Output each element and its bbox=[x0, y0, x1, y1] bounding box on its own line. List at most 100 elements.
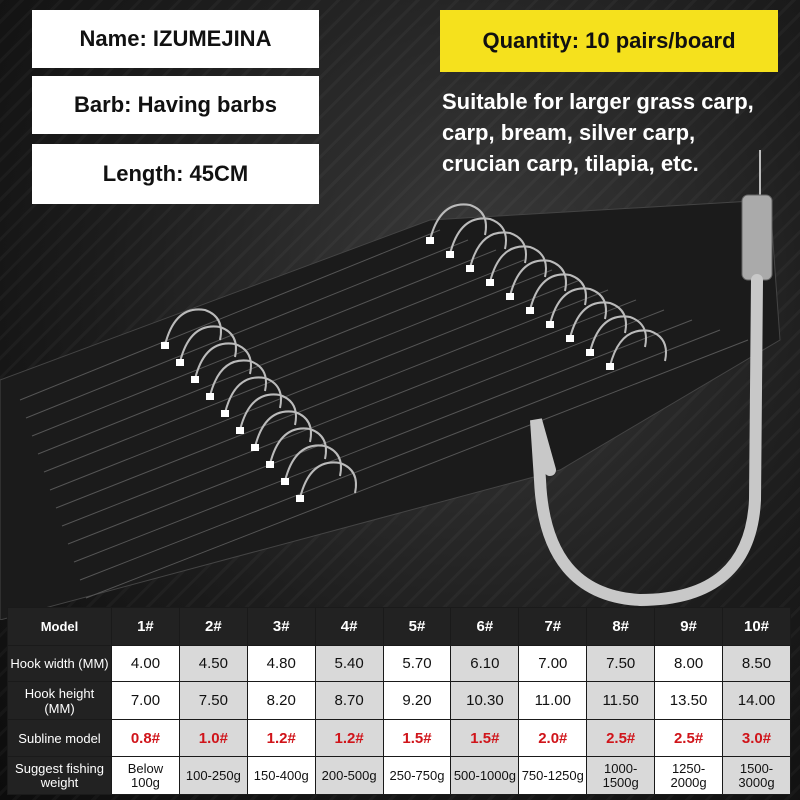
length-tag: Length: 45CM bbox=[32, 144, 319, 204]
hook-icon bbox=[489, 245, 547, 283]
hook-icon bbox=[569, 301, 627, 339]
hook-knot bbox=[586, 349, 594, 356]
board-line bbox=[49, 279, 581, 491]
table-cell: 150-400g bbox=[246, 756, 316, 795]
hook-knot bbox=[251, 444, 259, 451]
hook-icon bbox=[299, 461, 357, 499]
table-header-row: Model 1# 2# 3# 4# 5# 6# 7# 8# 9# 10# bbox=[7, 607, 791, 646]
suitable-fish-text: Suitable for larger grass carp, carp, br… bbox=[442, 86, 800, 179]
header-model: 10# bbox=[722, 607, 791, 646]
hook-knot bbox=[221, 410, 229, 417]
hook-knot bbox=[506, 293, 514, 300]
board-line bbox=[43, 269, 553, 473]
table-row: Subline model 0.8# 1.0# 1.2# 1.2# 1.5# 1.5# 2.0… bbox=[7, 719, 791, 757]
hook-knot bbox=[161, 342, 169, 349]
table-cell: Below 100g bbox=[111, 756, 180, 795]
table-cell: 8.70 bbox=[314, 681, 384, 720]
table-cell: 11.00 bbox=[518, 681, 588, 720]
hook-knot bbox=[526, 307, 534, 314]
table-cell: 200-500g bbox=[314, 756, 384, 795]
row-label: Suggest fishing weight bbox=[7, 756, 112, 795]
hook-knot bbox=[176, 359, 184, 366]
row-label: Subline model bbox=[7, 719, 112, 757]
table-cell: 250-750g bbox=[382, 756, 452, 795]
header-model: 3# bbox=[246, 607, 316, 646]
hook-knot bbox=[266, 461, 274, 468]
table-cell: 1000-1500g bbox=[586, 756, 656, 795]
table-cell: 9.20 bbox=[382, 681, 452, 720]
board bbox=[0, 199, 781, 620]
large-hook-icon bbox=[530, 150, 773, 607]
hook-knot bbox=[296, 495, 304, 502]
header-model: 4# bbox=[314, 607, 384, 646]
hook-icon bbox=[529, 273, 587, 311]
table-row: Hook height (MM) 7.00 7.50 8.20 8.70 9.20 10.3… bbox=[7, 681, 791, 720]
board-line bbox=[25, 239, 469, 419]
board-line bbox=[73, 319, 693, 563]
header-model: 9# bbox=[654, 607, 724, 646]
table-cell: 8.50 bbox=[722, 645, 791, 682]
board-line bbox=[61, 299, 637, 527]
table-cell: 1500-3000g bbox=[722, 756, 791, 795]
hook-knot bbox=[606, 363, 614, 370]
header-model: 2# bbox=[178, 607, 248, 646]
hook-knot bbox=[281, 478, 289, 485]
suitable-line: carp, bream, silver carp, bbox=[442, 120, 696, 145]
hook-knot bbox=[426, 237, 434, 244]
hook-knot bbox=[546, 321, 554, 328]
hook-icon bbox=[509, 259, 567, 297]
table-cell: 13.50 bbox=[654, 681, 724, 720]
small-hooks bbox=[161, 203, 667, 502]
quantity-tag: Quantity: 10 pairs/board bbox=[440, 10, 778, 72]
hook-knot bbox=[191, 376, 199, 383]
table-cell: 7.00 bbox=[518, 645, 588, 682]
table-cell: 4.80 bbox=[246, 645, 316, 682]
table-cell: 7.50 bbox=[178, 681, 248, 720]
hook-icon bbox=[589, 315, 647, 353]
header-model: 5# bbox=[382, 607, 452, 646]
board-line bbox=[19, 229, 441, 401]
row-label: Hook width (MM) bbox=[7, 645, 112, 682]
table-cell: 10.30 bbox=[450, 681, 520, 720]
table-cell: 6.10 bbox=[450, 645, 520, 682]
table-cell: 4.00 bbox=[111, 645, 180, 682]
board-line bbox=[31, 249, 497, 437]
barb-tag: Barb: Having barbs bbox=[32, 76, 319, 134]
name-tag: Name: IZUMEJINA bbox=[32, 10, 319, 68]
table-row: Hook width (MM) 4.00 4.50 4.80 5.40 5.70 6.10 7… bbox=[7, 645, 791, 682]
hook-knot bbox=[206, 393, 214, 400]
suitable-line: crucian carp, tilapia, etc. bbox=[442, 151, 699, 176]
table-cell: 1.2# bbox=[246, 719, 316, 757]
table-cell: 500-1000g bbox=[450, 756, 520, 795]
table-cell: 0.8# bbox=[111, 719, 180, 757]
header-model: 6# bbox=[450, 607, 520, 646]
table-cell: 11.50 bbox=[586, 681, 656, 720]
hook-icon bbox=[429, 203, 487, 241]
board-line bbox=[85, 339, 749, 599]
table-cell: 7.00 bbox=[111, 681, 180, 720]
row-label: Hook height (MM) bbox=[7, 681, 112, 720]
table-row: Suggest fishing weight Below 100g 100-250g… bbox=[7, 756, 791, 795]
table-cell: 5.40 bbox=[314, 645, 384, 682]
table-cell: 1.2# bbox=[314, 719, 384, 757]
hook-icon bbox=[549, 287, 607, 325]
table-cell: 3.0# bbox=[722, 719, 791, 757]
hook-knot bbox=[446, 251, 454, 258]
table-cell: 8.00 bbox=[654, 645, 724, 682]
spec-table: Model 1# 2# 3# 4# 5# 6# 7# 8# 9# 10# Hook width (M… bbox=[7, 607, 791, 795]
hook-knot bbox=[236, 427, 244, 434]
hook-icon bbox=[609, 329, 667, 367]
table-cell: 1.0# bbox=[178, 719, 248, 757]
board-line bbox=[37, 259, 525, 455]
board-line bbox=[55, 289, 609, 509]
header-label: Model bbox=[7, 607, 112, 646]
board-slots bbox=[19, 229, 749, 599]
hook-knot bbox=[486, 279, 494, 286]
table-cell: 8.20 bbox=[246, 681, 316, 720]
table-cell: 2.5# bbox=[654, 719, 724, 757]
hook-icon bbox=[449, 217, 507, 255]
table-cell: 2.5# bbox=[586, 719, 656, 757]
table-cell: 4.50 bbox=[178, 645, 248, 682]
table-cell: 5.70 bbox=[382, 645, 452, 682]
